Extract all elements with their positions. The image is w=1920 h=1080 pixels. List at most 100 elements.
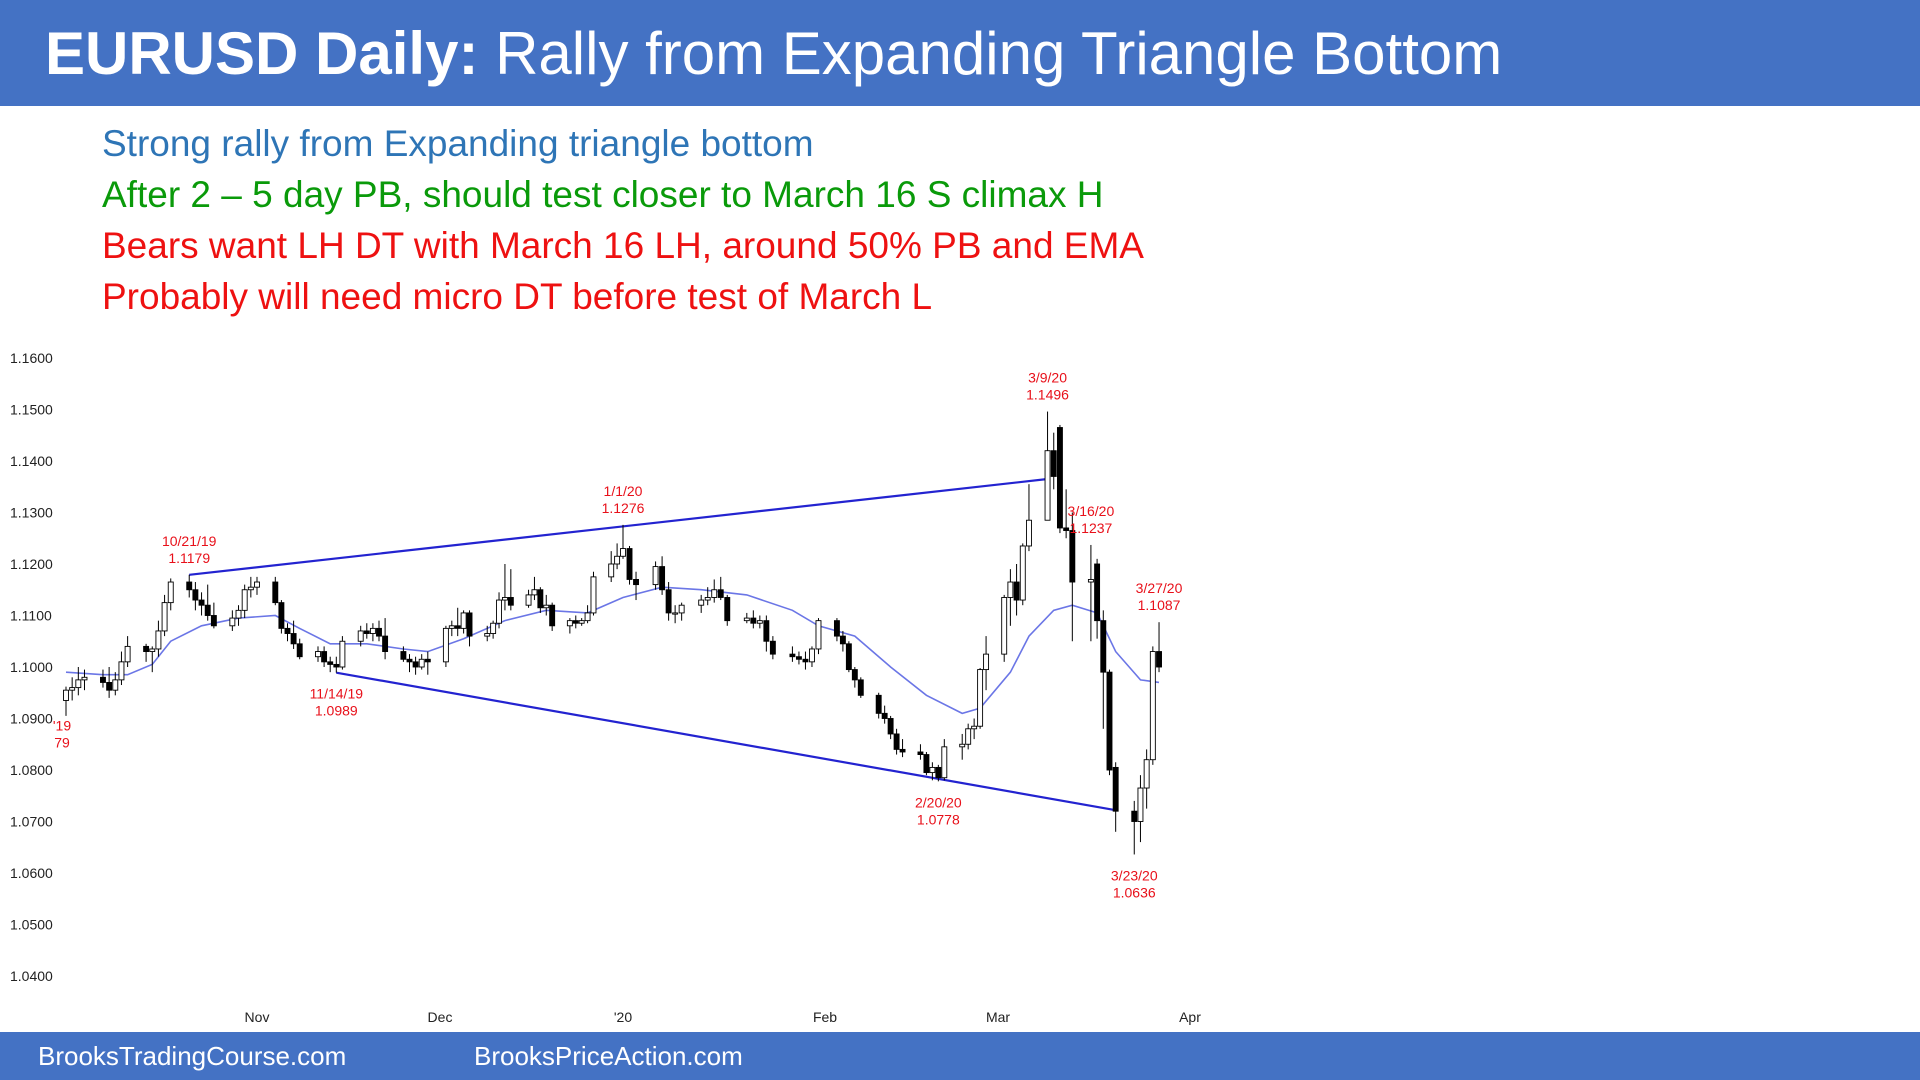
y-tick-label: 1.0500 xyxy=(10,917,53,933)
candle-body-bear xyxy=(802,658,809,663)
annotation-date: 3/27/20 xyxy=(1136,580,1183,596)
candle-body-bear xyxy=(1131,810,1138,822)
candle-body-bull xyxy=(711,589,718,598)
candle-body-bear xyxy=(769,640,776,655)
candle-body-bear xyxy=(845,643,852,671)
candle-body-bull xyxy=(81,676,88,681)
candle-body-bull xyxy=(484,633,491,637)
candle-body-bear xyxy=(887,718,894,735)
candle-body-bull xyxy=(672,612,679,615)
candle-body-bear xyxy=(466,612,473,637)
candle-body-bear xyxy=(626,548,633,580)
candle-body-bear xyxy=(406,658,413,663)
candle-body-bear xyxy=(839,635,846,645)
candle-body-bull xyxy=(1026,519,1032,547)
annotation-date: 3/23/20 xyxy=(1111,867,1158,883)
y-tick-label: 1.0900 xyxy=(10,711,53,727)
candle-body-bull xyxy=(442,627,449,663)
y-tick-label: 1.1100 xyxy=(10,608,52,624)
candle-body-bear xyxy=(857,679,864,696)
candle-body-bull xyxy=(167,581,174,604)
annotation-price: 1.0989 xyxy=(315,703,358,719)
footer-link-left[interactable]: BrooksTradingCourse.com xyxy=(38,1041,347,1071)
candle-body-bull xyxy=(971,725,978,730)
candle-body-bull xyxy=(241,589,248,611)
footer-link-right[interactable]: BrooksPriceAction.com xyxy=(474,1041,743,1071)
candle-body-bear xyxy=(382,635,389,653)
x-tick-label: Mar xyxy=(986,1009,1010,1025)
candle-body-bear xyxy=(893,733,900,750)
candle-body-bull xyxy=(809,648,815,663)
title-rest: Rally from Expanding Triangle Bottom xyxy=(478,20,1503,87)
candle-body-bear xyxy=(376,627,382,637)
candle-body-bull xyxy=(161,602,168,632)
candle-body-bear xyxy=(633,578,639,586)
annotation-date: 2/20/20 xyxy=(915,794,962,810)
annotation-price: 79 xyxy=(54,734,70,750)
candle-body-bull xyxy=(418,658,425,668)
annotation-date: 1/1/20 xyxy=(604,483,643,499)
y-tick-label: 1.0400 xyxy=(10,968,53,984)
y-tick-label: 1.1400 xyxy=(10,453,53,469)
candle-body-bear xyxy=(875,694,882,714)
candle-body-bull xyxy=(254,581,260,588)
ema-line xyxy=(65,586,1160,715)
candle-body-bull xyxy=(614,555,621,565)
candle-body-bull xyxy=(578,620,585,624)
x-tick-label: Apr xyxy=(1179,1009,1201,1025)
candle-body-bull xyxy=(965,728,972,745)
candle-body-bear xyxy=(659,566,666,591)
candle-body-bull xyxy=(369,627,376,634)
trendline-upper xyxy=(189,477,1048,576)
candle-body-bull xyxy=(315,651,321,658)
candle-body-bear xyxy=(1106,671,1113,771)
candle-body-bear xyxy=(296,643,303,658)
candle-body-bull xyxy=(1044,450,1051,521)
candle-body-bull xyxy=(124,645,131,663)
candle-body-bear xyxy=(186,581,193,591)
candle-body-bear xyxy=(1156,651,1162,668)
candle-body-bear xyxy=(881,712,888,719)
candle-body-bull xyxy=(756,620,763,624)
candle-body-bull xyxy=(460,612,467,629)
candle-body-bear xyxy=(412,661,419,668)
candle-body-bear xyxy=(572,620,579,624)
candle-body-bull xyxy=(608,563,615,578)
candle-body-bull xyxy=(247,586,254,591)
candle-body-bear xyxy=(210,615,217,627)
page-title: EURUSD Daily: Rally from Expanding Trian… xyxy=(45,18,1502,90)
annotation-date: '19 xyxy=(53,717,71,733)
candle-body-bear xyxy=(537,589,544,609)
candle-body-bear xyxy=(1063,527,1070,531)
candle-body-bear xyxy=(724,597,731,622)
candle-body-bull xyxy=(531,589,538,596)
candle-body-bear xyxy=(1112,766,1119,812)
note-line: Probably will need micro DT before test … xyxy=(102,276,933,317)
y-tick-label: 1.0600 xyxy=(10,865,53,881)
candle-body-bull xyxy=(496,599,502,624)
annotation-date: 10/21/19 xyxy=(162,533,217,549)
candle-body-bull xyxy=(118,661,125,681)
annotation-price: 1.1496 xyxy=(1026,387,1069,403)
annotation-price: 1.1237 xyxy=(1069,520,1112,536)
trendline-lower xyxy=(336,671,1116,812)
x-tick-label: Feb xyxy=(813,1009,837,1025)
candle-body-bull xyxy=(983,653,990,671)
candle-body-bull xyxy=(584,612,591,622)
candle-body-bull xyxy=(566,620,573,627)
candle-body-bear xyxy=(763,620,770,642)
annotation-price: 1.1087 xyxy=(1138,597,1181,613)
candle-body-bull xyxy=(1007,581,1014,598)
candle-body-bear xyxy=(851,669,858,681)
candle-body-bull xyxy=(977,669,984,727)
candle-body-bear xyxy=(665,589,672,614)
candle-body-bull xyxy=(1001,597,1008,655)
candle-body-bear xyxy=(1069,530,1076,583)
candle-body-bear xyxy=(1013,581,1020,601)
candle-body-bear xyxy=(333,663,340,668)
candle-body-bear xyxy=(278,602,285,629)
y-tick-label: 1.1500 xyxy=(10,402,53,418)
candle-body-bull xyxy=(590,576,597,614)
candle-body-bear xyxy=(198,599,205,606)
footer-bar: BrooksTradingCourse.com BrooksPriceActio… xyxy=(0,1032,1920,1080)
